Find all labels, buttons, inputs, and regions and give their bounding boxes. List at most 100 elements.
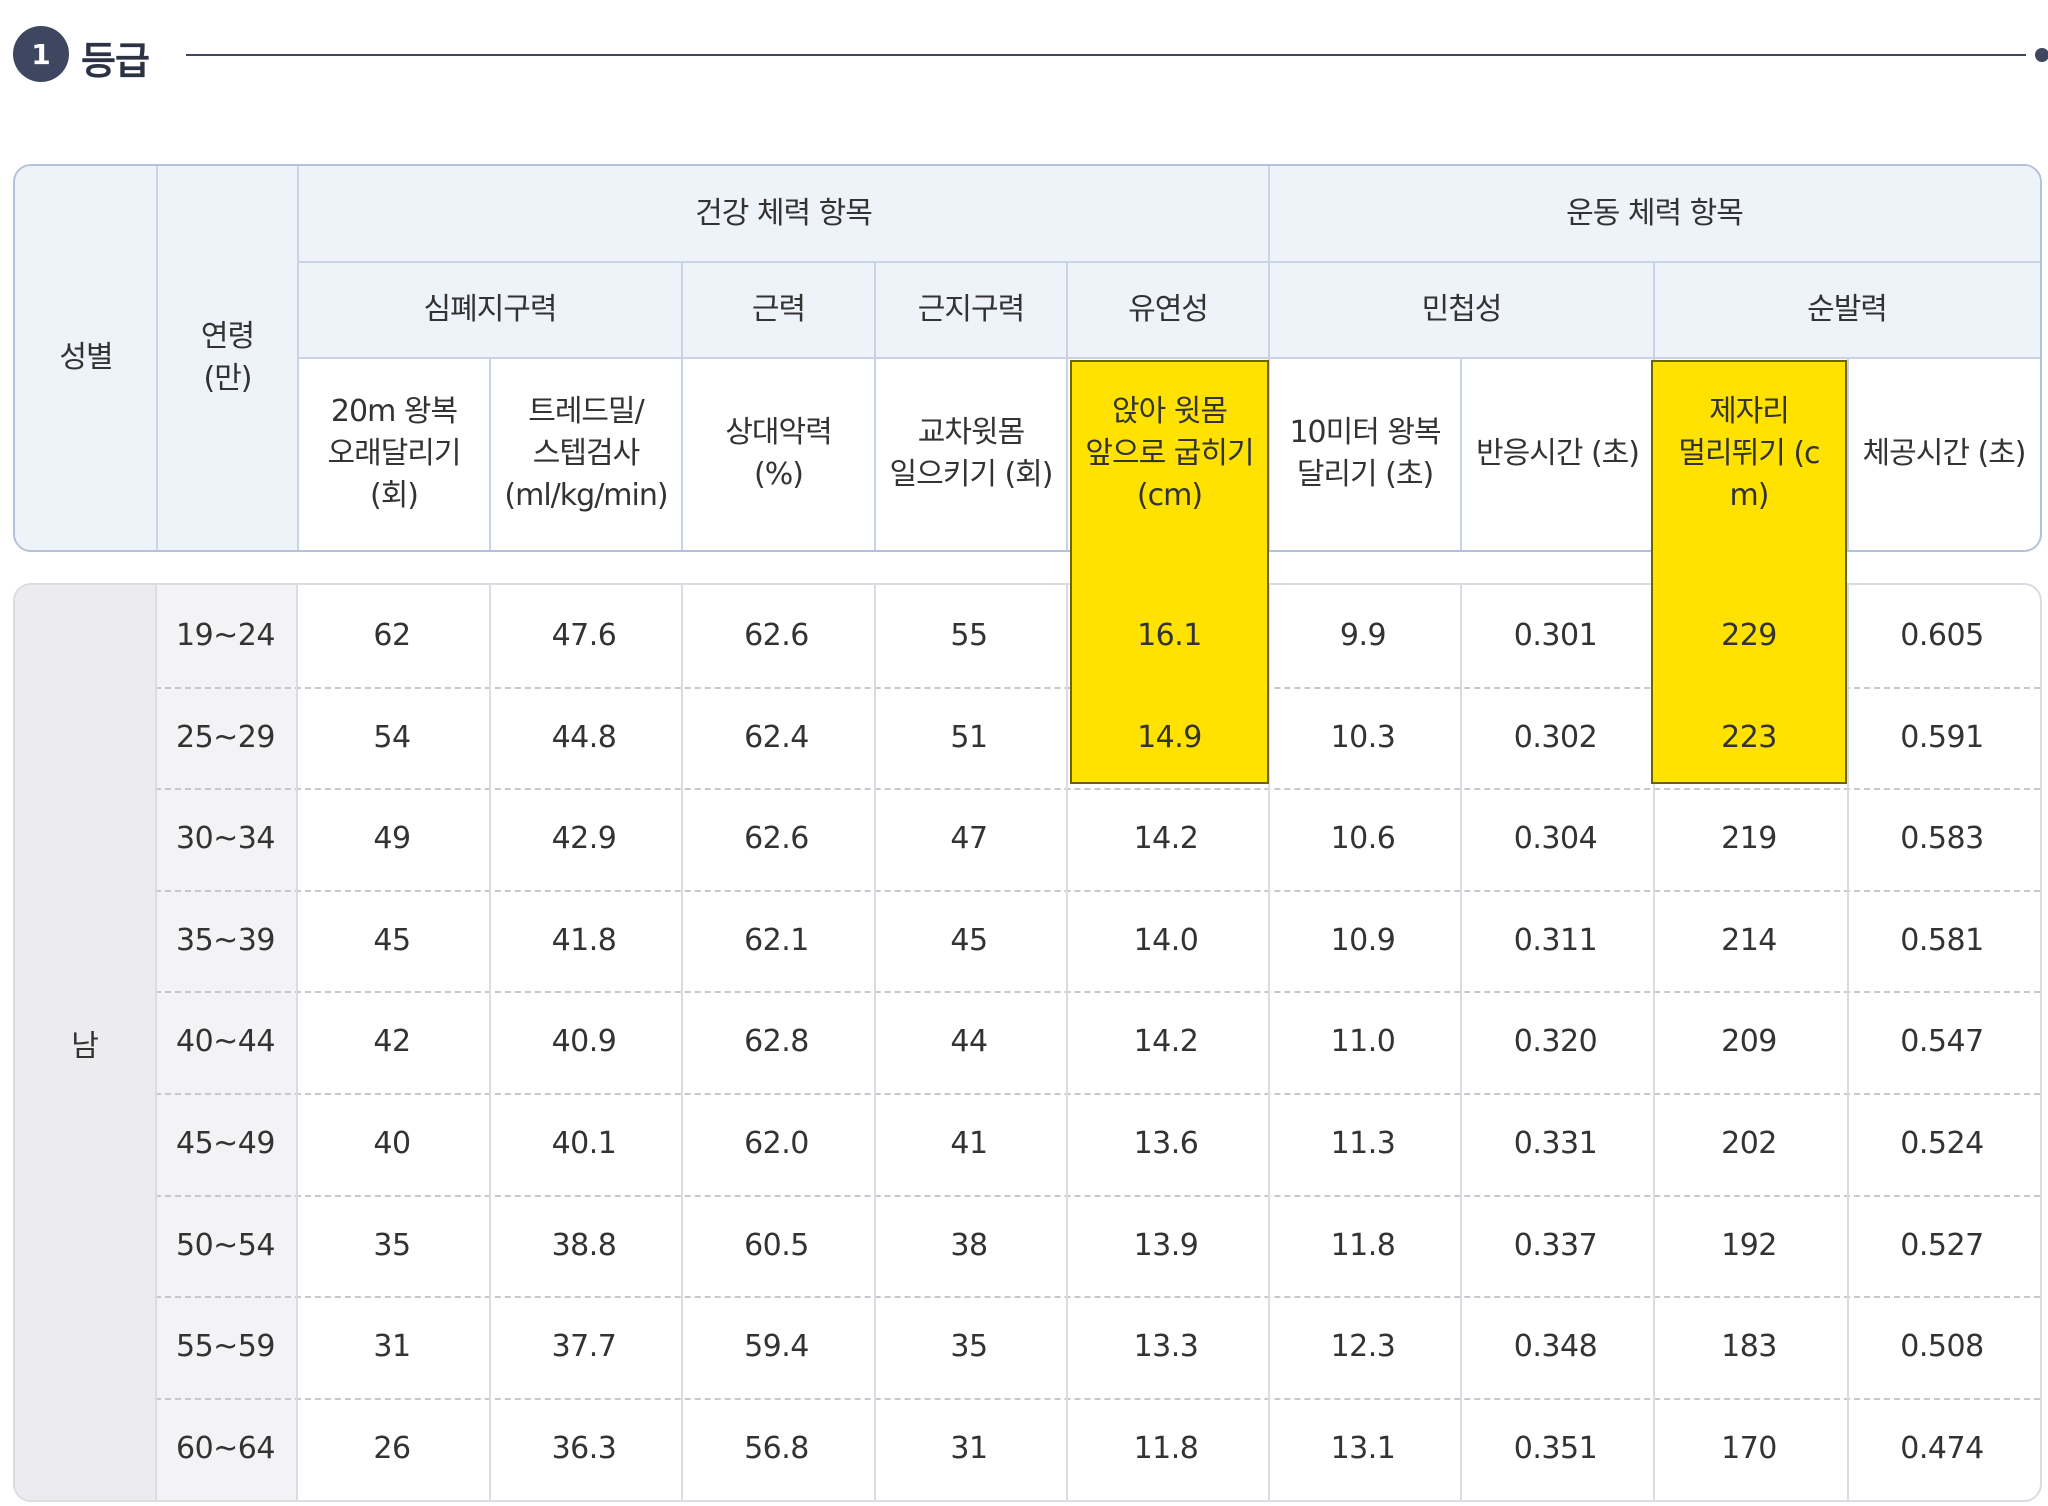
header-cat-power: 순발력	[1654, 262, 2040, 358]
cell-shuttle: 42	[373, 1023, 411, 1059]
cell-grip: 62.4	[744, 719, 809, 755]
table-row: 30~34 49 42.9 62.6 47 14.2 10.6 0.304 219 0.583	[155, 788, 2040, 890]
cell-treadmill: 44.8	[551, 719, 617, 755]
grid-line	[298, 261, 2040, 263]
cell-airtime: 0.583	[1900, 820, 1984, 856]
cell-age: 25~29	[176, 719, 275, 755]
cell-run10: 11.3	[1330, 1125, 1396, 1161]
section-title: 등급	[81, 39, 150, 83]
cell-sitreach: 13.9	[1133, 1227, 1199, 1263]
grid-line	[1460, 358, 1462, 550]
cell-age: 30~34	[176, 820, 275, 856]
cell-reaction: 0.320	[1513, 1023, 1598, 1059]
grid-line	[1268, 585, 1270, 1500]
cell-age: 60~64	[176, 1430, 275, 1466]
cell-grip: 62.6	[744, 617, 809, 653]
header-cat-cardio: 심폐지구력	[298, 262, 682, 358]
header-col-situp: 교차윗몸 일으키기 (회)	[889, 415, 1054, 492]
header-cat-strength: 근력	[682, 262, 875, 358]
cell-shuttle: 26	[373, 1430, 411, 1466]
highlight-standing-jump	[1651, 360, 1847, 784]
sex-cell: 남	[15, 585, 155, 1500]
grid-line	[1653, 585, 1655, 1500]
grid-line	[681, 585, 683, 1500]
cell-airtime: 0.527	[1900, 1227, 1984, 1263]
cell-age: 50~54	[176, 1227, 275, 1263]
table-row: 60~64 26 36.3 56.8 31 11.8 13.1 0.351 170 0.474	[155, 1398, 2040, 1500]
cell-airtime: 0.474	[1900, 1430, 1984, 1466]
cell-shuttle: 35	[373, 1227, 411, 1263]
table-row: 40~44 42 40.9 62.8 44 14.2 11.0 0.320 209 0.547	[155, 991, 2040, 1093]
grid-line	[874, 262, 876, 550]
cell-run10: 13.1	[1330, 1430, 1396, 1466]
grid-line	[874, 585, 876, 1500]
row-separator	[155, 1195, 2040, 1197]
highlight-value: 14.9	[1137, 719, 1202, 755]
cell-sitreach: 13.6	[1133, 1125, 1199, 1161]
cell-situp: 51	[950, 719, 988, 755]
cell-situp: 38	[950, 1227, 988, 1263]
cell-run10: 9.9	[1339, 617, 1387, 653]
table-row: 50~54 35 38.8 60.5 38 13.9 11.8 0.337 192 0.527	[155, 1195, 2040, 1297]
cell-treadmill: 41.8	[551, 922, 617, 958]
section-divider-dot	[2035, 48, 2048, 62]
cell-sitreach: 14.2	[1133, 1023, 1199, 1059]
cell-airtime: 0.591	[1900, 719, 1984, 755]
grid-line	[298, 357, 2040, 359]
cell-treadmill: 40.1	[551, 1125, 617, 1161]
highlight-flexibility	[1070, 360, 1269, 784]
row-separator	[155, 890, 2040, 892]
cell-treadmill: 37.7	[551, 1328, 617, 1364]
header-sex: 성별	[15, 166, 157, 550]
cell-sitreach: 11.8	[1133, 1430, 1199, 1466]
header-cat-endurance: 근지구력	[875, 262, 1067, 358]
row-separator	[155, 1296, 2040, 1298]
cell-sitreach: 13.3	[1133, 1328, 1199, 1364]
row-separator	[155, 788, 2040, 790]
header-col-reaction: 반응시간 (초)	[1476, 436, 1640, 471]
header-col-sit-and-reach: 앉아 윗몸 앞으로 굽히기 (cm)	[1085, 394, 1254, 513]
cell-run10: 11.8	[1330, 1227, 1396, 1263]
table-row: 55~59 31 37.7 59.4 35 13.3 12.3 0.348 183 0.508	[155, 1296, 2040, 1398]
cell-situp: 47	[950, 820, 988, 856]
header-col-standing-jump: 제자리 멀리뛰기 (c m)	[1678, 394, 1820, 513]
cell-run10: 10.3	[1330, 719, 1396, 755]
cell-age: 19~24	[176, 617, 275, 653]
cell-sitreach: 14.2	[1133, 820, 1199, 856]
cell-grip: 59.4	[744, 1328, 809, 1364]
cell-shuttle: 54	[373, 719, 411, 755]
cell-jump: 209	[1721, 1023, 1777, 1059]
table-row: 35~39 45 41.8 62.1 45 14.0 10.9 0.311 214 0.581	[155, 890, 2040, 992]
header-col-10m-run: 10미터 왕복 달리기 (초)	[1289, 415, 1441, 492]
cell-situp: 41	[950, 1125, 988, 1161]
section-divider	[186, 54, 2026, 56]
header-col-airtime: 체공시간 (초)	[1862, 436, 2027, 471]
header-col-shuttle-run: 20m 왕복 오래달리기 (회)	[327, 394, 462, 513]
cell-situp: 44	[950, 1023, 988, 1059]
cell-airtime: 0.508	[1900, 1328, 1984, 1364]
cell-run10: 10.6	[1330, 820, 1396, 856]
cell-reaction: 0.301	[1513, 617, 1598, 653]
cell-shuttle: 40	[373, 1125, 411, 1161]
cell-age: 55~59	[176, 1328, 275, 1364]
cell-reaction: 0.331	[1513, 1125, 1598, 1161]
cell-treadmill: 47.6	[551, 617, 617, 653]
cell-run10: 11.0	[1330, 1023, 1396, 1059]
cell-reaction: 0.337	[1513, 1227, 1598, 1263]
cell-jump: 214	[1721, 922, 1777, 958]
cell-situp: 55	[950, 617, 988, 653]
row-separator	[155, 1398, 2040, 1400]
cell-treadmill: 38.8	[551, 1227, 617, 1263]
cell-shuttle: 45	[373, 922, 411, 958]
cell-airtime: 0.547	[1900, 1023, 1984, 1059]
table-header: 성별 연령 (만) 건강 체력 항목 운동 체력 항목 심폐지구력 근력 근지구…	[13, 164, 2042, 552]
grid-line	[1066, 262, 1068, 550]
cell-reaction: 0.351	[1513, 1430, 1598, 1466]
cell-grip: 60.5	[744, 1227, 809, 1263]
cell-shuttle: 31	[373, 1328, 411, 1364]
cell-jump: 170	[1721, 1430, 1777, 1466]
cell-run10: 12.3	[1330, 1328, 1396, 1364]
header-group-sport: 운동 체력 항목	[1269, 166, 2040, 262]
age-column	[155, 585, 296, 1500]
cell-situp: 45	[950, 922, 988, 958]
